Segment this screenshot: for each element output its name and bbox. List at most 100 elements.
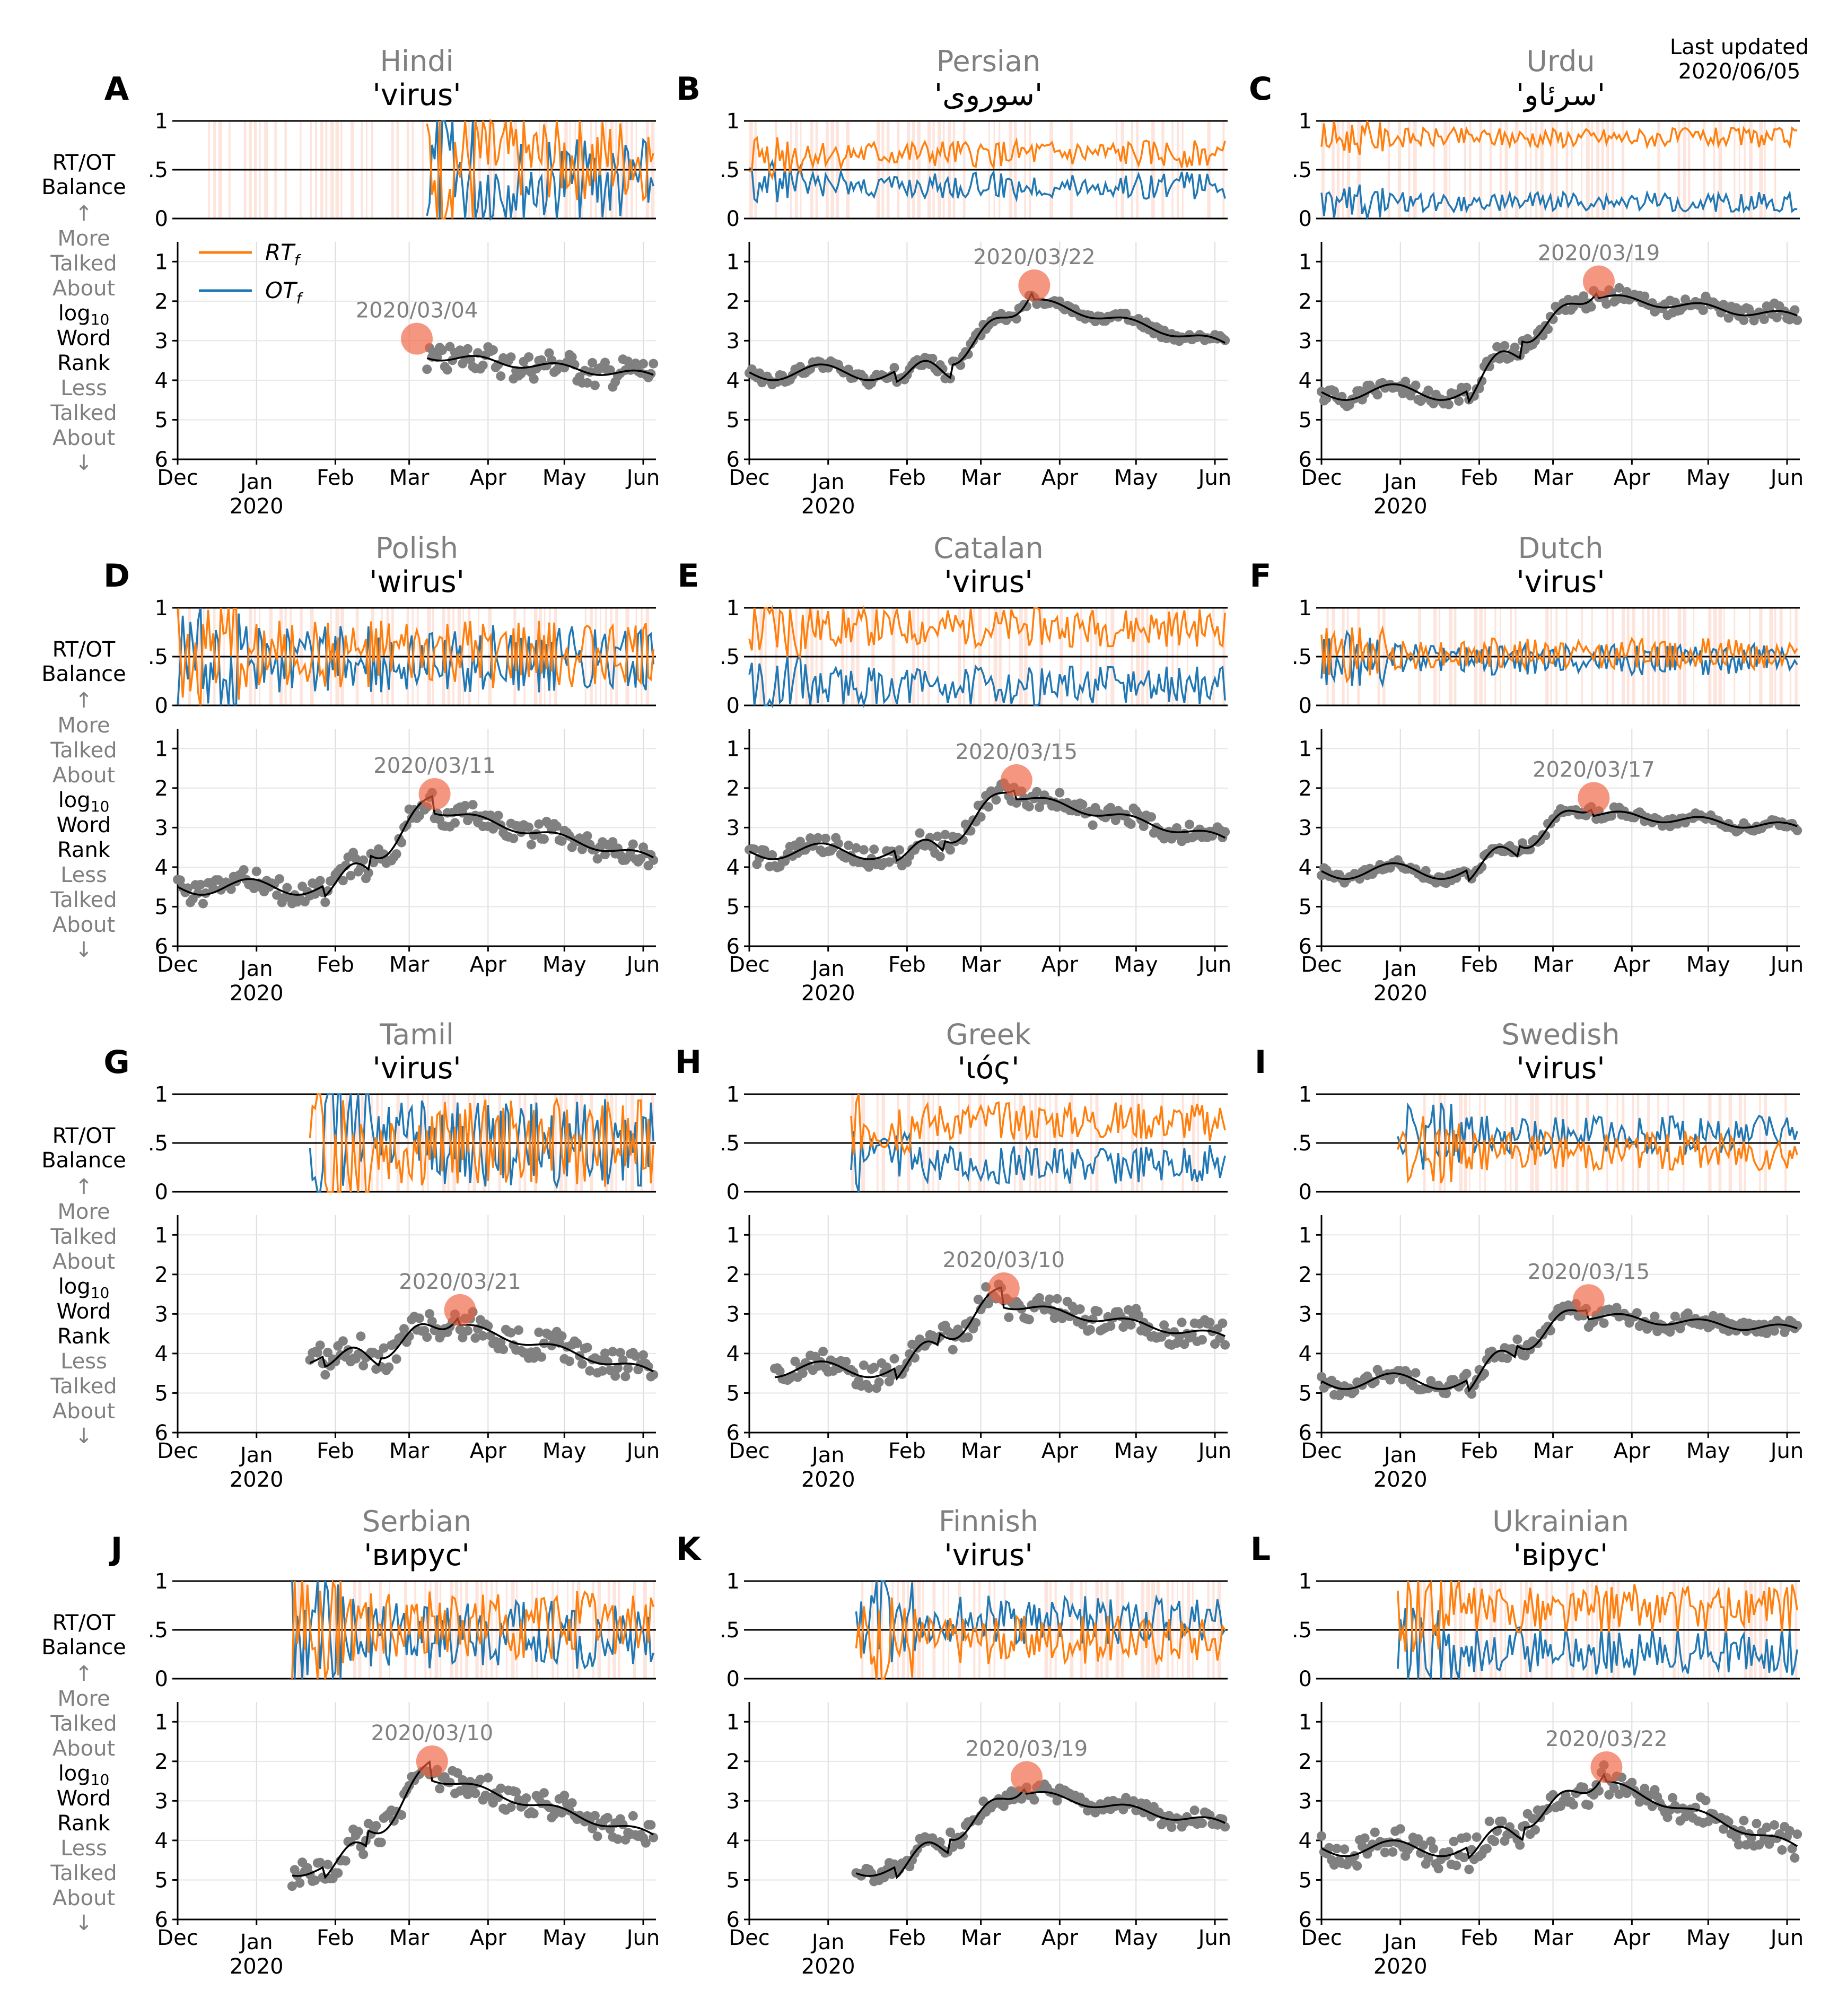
rank-dot [841,1357,851,1367]
balance-ytick-label: 0 [1299,1667,1312,1691]
x-tick-label: Mar [1533,466,1573,490]
balance-ytick-label: 1 [726,1569,740,1594]
balance-ytick-label: 1 [1299,1083,1312,1107]
rank-dot [511,1787,521,1797]
rank-dot [213,875,223,885]
x-year-label: 2020 [230,494,284,519]
x-tick-label: Feb [317,1439,354,1463]
rank-dot [1482,1355,1492,1365]
rank-dot [312,1348,322,1358]
x-tick-label: Jun [1769,1439,1804,1463]
rank-ylabel-subscript: 10 [91,798,110,815]
rank-dot [643,1362,653,1372]
rank-ytick-label: 2 [1299,290,1312,314]
rank-dot [889,1354,899,1364]
rank-dot [425,1309,434,1319]
rank-smooth-line [1321,1309,1798,1393]
rank-dot [1172,823,1181,833]
balance-ytick-label: .5 [148,645,168,669]
panel-language-title: Greek [946,1018,1031,1051]
rank-dot [414,1313,424,1323]
balance-ytick-label: 0 [726,1180,740,1205]
rank-dot [588,357,598,368]
rank-ylabel: About [52,763,115,788]
peak-marker [1572,1284,1605,1316]
rank-dot [506,1328,516,1338]
panel-language-title: Tamil [379,1018,454,1051]
rank-dot [1179,1339,1189,1349]
rt-series-line [749,136,1226,181]
balance-ytick-label: .5 [1292,1131,1312,1156]
panel-language-title: Serbian [362,1505,471,1538]
rank-ytick-label: 3 [726,1302,740,1326]
rank-dot [1497,1816,1507,1826]
x-tick-label: Apr [1041,953,1079,977]
rank-dot [1159,1320,1169,1330]
balance-ylabel: Balance [41,1635,126,1660]
rank-ylabel: More [57,1200,110,1224]
rank-dot [984,802,993,812]
rt-series-line [850,1094,1226,1156]
rank-dot [1197,1335,1207,1345]
rank-dot [1454,396,1464,406]
rank-dot [1380,1847,1390,1857]
rank-dot [1490,1836,1500,1846]
rank-dot [1790,1853,1800,1863]
rank-dot [1395,1824,1405,1834]
rank-ytick-label: 2 [155,776,168,801]
rank-dot [1770,1326,1779,1336]
balance-ylabel: RT/OT [52,151,116,175]
x-tick-label: Mar [1533,953,1573,977]
rank-ytick-label: 3 [155,329,168,353]
rank-dot [1167,1822,1177,1832]
rank-ytick-label: 4 [726,1342,740,1366]
rank-dot [1579,1783,1589,1793]
x-tick-label: Jan [810,470,845,494]
rank-ytick-label: 6 [726,448,740,472]
rank-dot [358,1360,369,1371]
balance-ytick-label: 0 [726,207,740,231]
rank-dot [506,1802,516,1812]
rt-series-line [309,1093,654,1193]
rank-dot [442,365,452,375]
rank-dot [330,1357,340,1367]
balance-ytick-label: 1 [1299,596,1312,621]
rt-series-line [291,1579,654,1679]
rank-dot [1461,1832,1472,1842]
rank-dot [1360,1833,1370,1843]
x-tick-label: Dec [729,1926,769,1950]
rank-ytick-label: 5 [726,1868,740,1892]
rank-dot [488,824,498,834]
rank-dot [592,1831,602,1842]
rank-dot [422,364,432,374]
x-tick-label: Apr [1041,466,1079,490]
x-tick-label: Jun [1197,466,1232,490]
rank-smooth-line [1321,1772,1798,1860]
balance-ytick-label: .5 [720,158,740,182]
rank-ytick-label: 1 [726,737,740,761]
rank-ylabel: ↑ [75,202,93,226]
rank-dot [1583,1800,1594,1810]
rank-ylabel: About [52,426,115,450]
rank-ytick-label: 5 [1299,895,1312,919]
x-tick-label: Mar [389,1926,430,1950]
rank-dot [1461,1368,1472,1378]
rank-dot [963,349,973,359]
rank-dot [935,851,945,861]
x-tick-label: Apr [470,1439,507,1463]
x-tick-label: Jun [1769,953,1804,977]
rank-dot [1451,1861,1461,1871]
rank-dot [1128,1796,1139,1806]
peak-marker [416,1745,448,1777]
rank-dot [946,845,955,855]
rank-dot [1502,1353,1512,1363]
rank-ytick-label: 2 [1299,776,1312,801]
panel-word-title: 'virus' [944,1538,1032,1573]
rank-dot [460,801,470,810]
rank-ytick-label: 3 [155,1789,168,1813]
rank-ylabel: Talked [50,1225,117,1249]
rank-dot [524,822,534,832]
panel-word-title: 'virus' [1516,565,1605,599]
